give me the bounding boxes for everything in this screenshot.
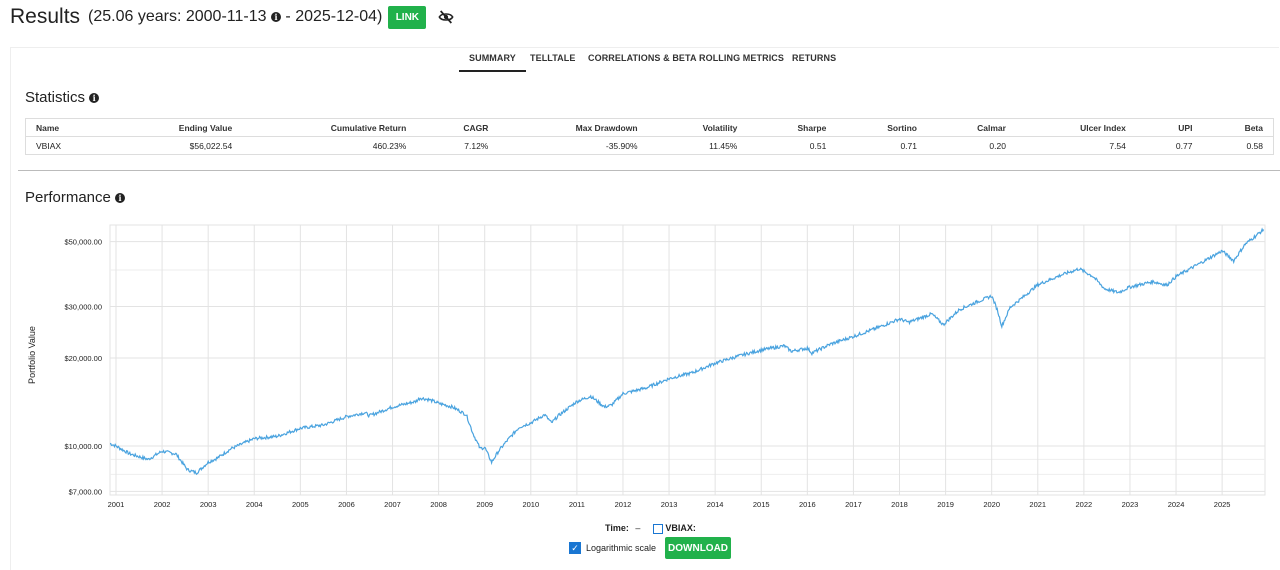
cell-name: VBIAX [36, 140, 62, 151]
chart-tooltip-bar: Time: – VBIAX: [605, 523, 696, 534]
date-range-start: (25.06 years: 2000-11-13 [88, 8, 267, 25]
col-ending-value[interactable]: Ending Value [178, 122, 233, 133]
x-tick-label: 2017 [845, 500, 862, 509]
col-upi[interactable]: UPI [1178, 122, 1193, 133]
tab-summary[interactable]: SUMMARY [459, 53, 526, 72]
chart-grid [109, 224, 1266, 496]
x-tick-label: 2003 [200, 500, 217, 509]
chart-controls: ✓ Logarithmic scale DOWNLOAD [569, 537, 732, 559]
tab-correlations-beta[interactable]: CORRELATIONS & BETA [588, 53, 697, 63]
y-tick-label: $20,000.00 [64, 354, 102, 363]
cell-sharpe: 0.51 [809, 140, 827, 151]
x-tick-label: 2002 [154, 500, 171, 509]
col-cagr[interactable]: CAGR [463, 122, 489, 133]
col-beta[interactable]: Beta [1244, 122, 1263, 133]
cell-sortino: 0.71 [900, 140, 917, 151]
time-value: – [635, 523, 641, 533]
x-tick-label: 2023 [1122, 500, 1139, 509]
table-row: VBIAX $56,022.54 460.23% 7.12% -35.90% 1… [26, 137, 1274, 155]
cell-max-drawdown: -35.90% [605, 140, 638, 151]
x-tick-label: 2022 [1076, 500, 1093, 509]
performance-heading: Performance i [25, 189, 126, 206]
cell-ending-value: $56,022.54 [189, 140, 233, 151]
x-tick-label: 2011 [569, 500, 585, 509]
x-tick-label: 2015 [753, 500, 770, 509]
statistics-title: Statistics [25, 89, 86, 106]
x-tick-label: 2025 [1214, 500, 1231, 509]
performance-chart[interactable]: $7,000.00 $10,000.00 $20,000.00 $30,000.00 $… [0, 215, 1280, 520]
hide-eye-icon[interactable] [438, 9, 454, 25]
y-tick-label: $50,000.00 [64, 238, 102, 247]
legend-label: VBIAX: [665, 523, 696, 533]
col-name[interactable]: Name [36, 122, 60, 133]
x-tick-label: 2012 [615, 500, 632, 509]
x-tick-label: 2010 [522, 500, 539, 509]
time-label: Time: [605, 523, 629, 533]
x-tick-label: 2019 [937, 500, 954, 509]
series-line-vbiax [109, 227, 1265, 476]
plot-area [109, 224, 1266, 496]
col-max-drawdown[interactable]: Max Drawdown [575, 122, 638, 133]
results-header: Results (25.06 years: 2000-11-13 i - 202… [10, 0, 454, 34]
x-tick-label: 2014 [707, 500, 724, 509]
legend-swatch[interactable] [652, 523, 663, 534]
tab-rolling-metrics[interactable]: ROLLING METRICS [699, 53, 784, 63]
tab-telltale[interactable]: TELLTALE [530, 53, 576, 63]
x-tick-label: 2008 [430, 500, 447, 509]
x-tick-label: 2009 [476, 500, 493, 509]
link-button[interactable]: LINK [388, 5, 427, 29]
x-tick-label: 2020 [983, 500, 1000, 509]
y-axis-label: Portfolio Value [27, 326, 37, 384]
col-calmar[interactable]: Calmar [977, 122, 1006, 133]
cell-beta: 0.58 [1246, 140, 1263, 151]
statistics-heading: Statistics i [25, 89, 100, 106]
y-axis-ticks: $7,000.00 $10,000.00 $20,000.00 $30,000.00 $… [64, 238, 102, 497]
log-scale-label: Logarithmic scale [586, 543, 657, 553]
log-scale-checkbox[interactable]: ✓ [569, 542, 581, 554]
col-sortino[interactable]: Sortino [887, 122, 917, 133]
cell-upi: 0.77 [1175, 140, 1193, 151]
x-tick-label: 2018 [891, 500, 908, 509]
x-tick-label: 2006 [338, 500, 355, 509]
date-range: (25.06 years: 2000-11-13 i - 2025-12-04) [88, 8, 382, 26]
cell-volatility: 11.45% [709, 140, 738, 151]
download-button[interactable]: DOWNLOAD [665, 537, 732, 559]
performance-info-icon[interactable]: i [115, 193, 126, 204]
tab-bar: SUMMARY TELLTALE CORRELATIONS & BETA ROL… [0, 53, 1280, 72]
y-tick-label: $30,000.00 [64, 303, 102, 312]
section-divider [18, 170, 1280, 171]
statistics-table: Name Ending Value Cumulative Return CAGR… [25, 118, 1274, 155]
tab-returns[interactable]: RETURNS [792, 53, 837, 63]
statistics-info-icon[interactable]: i [89, 93, 100, 104]
date-range-end: - 2025-12-04) [285, 8, 383, 25]
table-header-row: Name Ending Value Cumulative Return CAGR… [25, 119, 1274, 137]
x-tick-label: 2007 [384, 500, 401, 509]
x-tick-label: 2024 [1168, 500, 1185, 509]
results-panel [10, 47, 1279, 570]
cell-ulcer-index: 7.54 [1109, 140, 1126, 151]
x-tick-label: 2016 [799, 500, 816, 509]
col-ulcer-index[interactable]: Ulcer Index [1080, 122, 1126, 133]
x-tick-label: 2005 [292, 500, 309, 509]
col-sharpe[interactable]: Sharpe [797, 122, 827, 133]
page-title: Results [10, 5, 81, 28]
col-cumulative-return[interactable]: Cumulative Return [330, 122, 407, 133]
cell-calmar: 0.20 [989, 140, 1006, 151]
x-tick-label: 2013 [661, 500, 678, 509]
x-tick-label: 2021 [1029, 500, 1046, 509]
y-tick-label: $10,000.00 [64, 442, 102, 451]
info-icon[interactable]: i [270, 11, 281, 22]
x-tick-label: 2001 [108, 500, 125, 509]
x-axis-ticks: 2001 2002 2003 2004 2005 2006 2007 2008 2009 2010… [108, 500, 1231, 509]
cell-cagr: 7.12% [464, 140, 489, 151]
performance-title: Performance [25, 189, 111, 206]
x-tick-label: 2004 [246, 500, 263, 509]
cell-cumulative-return: 460.23% [372, 140, 407, 151]
col-volatility[interactable]: Volatility [702, 122, 738, 133]
y-tick-label: $7,000.00 [69, 487, 102, 496]
